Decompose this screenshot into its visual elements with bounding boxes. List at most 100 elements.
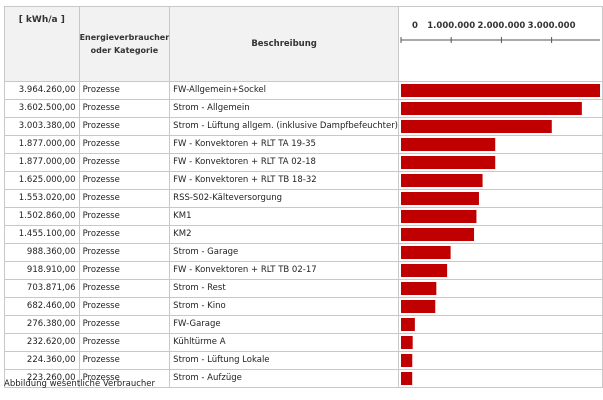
- bar-svg: [401, 336, 413, 349]
- bar: [401, 174, 483, 187]
- bar-cell: [398, 117, 603, 136]
- value-cell: 682.460,00: [4, 297, 80, 316]
- value-cell: 276.380,00: [4, 315, 80, 334]
- figure-caption: Abbildung wesentliche Verbraucher: [4, 379, 156, 389]
- table-row: 223.260,00 Prozesse Strom - Aufzüge: [4, 369, 603, 388]
- axis-tick-label: 3.000.000: [528, 21, 576, 31]
- bar: [401, 354, 413, 367]
- bar: [401, 300, 436, 313]
- bar-cell: [398, 135, 603, 154]
- description-cell: Kühltürme A: [169, 333, 399, 352]
- category-cell: Prozesse: [78, 117, 171, 136]
- bar-cell: [398, 225, 603, 244]
- bar-cell: [398, 243, 603, 262]
- bar: [401, 282, 437, 295]
- table-row: 276.380,00 Prozesse FW-Garage: [4, 315, 603, 334]
- value-cell: 918.910,00: [4, 261, 80, 280]
- bar-svg: [401, 102, 582, 115]
- description-cell: FW - Konvektoren + RLT TA 02-18: [169, 153, 399, 172]
- category-cell: Prozesse: [78, 207, 171, 226]
- description-cell: FW - Konvektoren + RLT TB 02-17: [169, 261, 399, 280]
- bar-svg: [401, 318, 415, 331]
- category-header: Energieverbraucher oder Kategorie: [78, 6, 171, 82]
- value-cell: 1.455.100,00: [4, 225, 80, 244]
- table-row: 3.602.500,00 Prozesse Strom - Allgemein: [4, 99, 603, 118]
- category-cell: Prozesse: [78, 153, 171, 172]
- bar-svg: [401, 192, 479, 205]
- table-row: 918.910,00 Prozesse FW - Konvektoren + RLT…: [4, 261, 603, 280]
- table-row: 1.553.020,00 Prozesse RSS-S02-Kälteversorg…: [4, 189, 603, 208]
- description-cell: FW - Konvektoren + RLT TA 19-35: [169, 135, 399, 154]
- bar-cell: [398, 99, 603, 118]
- axis-tick-label: 1.000.000: [427, 21, 475, 31]
- bar: [401, 336, 413, 349]
- bar-cell: [398, 207, 603, 226]
- bar-svg: [401, 210, 477, 223]
- category-cell: Prozesse: [78, 261, 171, 280]
- table-row: 703.871,06 Prozesse Strom - Rest: [4, 279, 603, 298]
- table-row: 1.455.100,00 Prozesse KM2: [4, 225, 603, 244]
- bar-cell: [398, 315, 603, 334]
- category-cell: Prozesse: [78, 315, 171, 334]
- bar-cell: [398, 369, 603, 388]
- table-row: 1.877.000,00 Prozesse FW - Konvektoren + R…: [4, 153, 603, 172]
- axis-header: 0 1.000.000 2.000.000 3.000.000: [398, 6, 603, 82]
- value-cell: 232.620,00: [4, 333, 80, 352]
- bar-cell: [398, 81, 603, 100]
- description-cell: Strom - Lüftung Lokale: [169, 351, 399, 370]
- value-cell: 1.502.860,00: [4, 207, 80, 226]
- bar-cell: [398, 189, 603, 208]
- bar: [401, 138, 496, 151]
- description-cell: FW-Allgemein+Sockel: [169, 81, 399, 100]
- description-cell: RSS-S02-Kälteversorgung: [169, 189, 399, 208]
- value-cell: 1.877.000,00: [4, 135, 80, 154]
- table-row: 3.003.380,00 Prozesse Strom - Lüftung allg…: [4, 117, 603, 136]
- table-row: 232.620,00 Prozesse Kühltürme A: [4, 333, 603, 352]
- value-cell: 224.360,00: [4, 351, 80, 370]
- consumer-table: [ kWh/a ] Energieverbraucher oder Katego…: [4, 6, 603, 388]
- table-row: 1.877.000,00 Prozesse FW - Konvektoren + R…: [4, 135, 603, 154]
- table-row: 1.502.860,00 Prozesse KM1: [4, 207, 603, 226]
- bar-svg: [401, 264, 448, 277]
- bar-cell: [398, 297, 603, 316]
- category-cell: Prozesse: [78, 171, 171, 190]
- table-row: 1.625.000,00 Prozesse FW - Konvektoren + R…: [4, 171, 603, 190]
- description-cell: Strom - Allgemein: [169, 99, 399, 118]
- category-cell: Prozesse: [78, 189, 171, 208]
- value-cell: 1.877.000,00: [4, 153, 80, 172]
- bar-svg: [401, 354, 413, 367]
- bar-svg: [401, 84, 600, 97]
- description-cell: KM2: [169, 225, 399, 244]
- bar: [401, 210, 477, 223]
- bar-svg: [401, 300, 436, 313]
- value-cell: 703.871,06: [4, 279, 80, 298]
- value-cell: 1.553.020,00: [4, 189, 80, 208]
- bar: [401, 318, 415, 331]
- value-cell: 3.003.380,00: [4, 117, 80, 136]
- bar-svg: [401, 156, 496, 169]
- bar-cell: [398, 171, 603, 190]
- description-cell: FW-Garage: [169, 315, 399, 334]
- category-cell: Prozesse: [78, 225, 171, 244]
- category-cell: Prozesse: [78, 135, 171, 154]
- header-row: [ kWh/a ] Energieverbraucher oder Katego…: [4, 6, 603, 82]
- bar-cell: [398, 153, 603, 172]
- bar-svg: [401, 138, 496, 151]
- bar-svg: [401, 282, 437, 295]
- table-row: 224.360,00 Prozesse Strom - Lüftung Lokale: [4, 351, 603, 370]
- bar: [401, 120, 552, 133]
- bar: [401, 228, 475, 241]
- value-cell: 988.360,00: [4, 243, 80, 262]
- category-cell: Prozesse: [78, 81, 171, 100]
- description-header: Beschreibung: [169, 6, 399, 82]
- bar-svg: [401, 228, 475, 241]
- bar: [401, 192, 479, 205]
- category-cell: Prozesse: [78, 297, 171, 316]
- description-cell: Strom - Aufzüge: [169, 369, 399, 388]
- bar-svg: [401, 120, 552, 133]
- description-cell: FW - Konvektoren + RLT TB 18-32: [169, 171, 399, 190]
- description-cell: Strom - Rest: [169, 279, 399, 298]
- bar: [401, 372, 413, 385]
- bar: [401, 264, 448, 277]
